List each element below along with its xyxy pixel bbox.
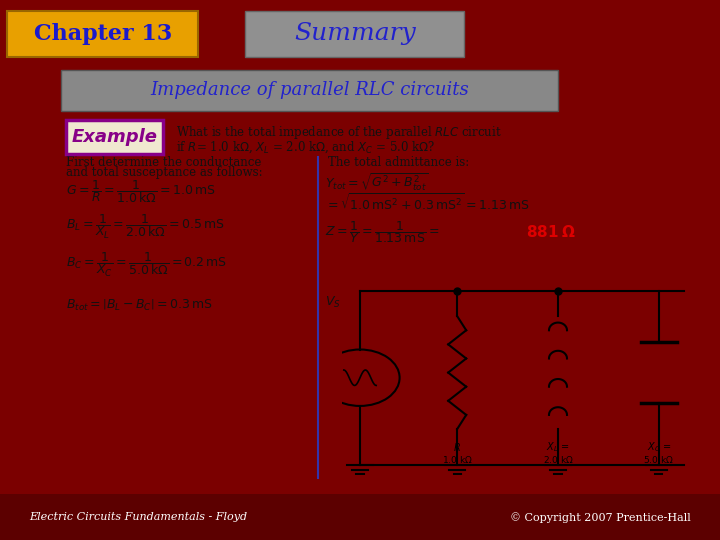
Text: $G = \dfrac{1}{R} = \dfrac{1}{1.0\,\mathrm{k}\Omega} = 1.0\,\mathrm{mS}$: $G = \dfrac{1}{R} = \dfrac{1}{1.0\,\math…	[66, 178, 216, 205]
Text: First determine the conductance: First determine the conductance	[66, 156, 261, 168]
Text: $B_L = \dfrac{1}{X_L} = \dfrac{1}{2.0\,\mathrm{k}\Omega} = 0.5\,\mathrm{mS}$: $B_L = \dfrac{1}{X_L} = \dfrac{1}{2.0\,\…	[66, 213, 225, 241]
Text: Summary: Summary	[294, 22, 416, 45]
Text: Electric Circuits Fundamentals - Floyd: Electric Circuits Fundamentals - Floyd	[29, 512, 247, 522]
Text: 5.0 k$\Omega$: 5.0 k$\Omega$	[644, 454, 674, 465]
Text: Impedance of parallel RLC circuits: Impedance of parallel RLC circuits	[150, 81, 469, 99]
Text: Example: Example	[71, 127, 158, 146]
Text: $X_C$ =: $X_C$ =	[647, 440, 671, 454]
Text: The total admittance is:: The total admittance is:	[328, 156, 469, 168]
Text: $B_{tot} = \left|B_L - B_C\right| = 0.3\,\mathrm{mS}$: $B_{tot} = \left|B_L - B_C\right| = 0.3\…	[66, 298, 212, 313]
Text: if $\mathit{R}$= 1.0 k$\Omega$, $\mathit{X}_L$ = 2.0 k$\Omega$, and $\mathit{X}_: if $\mathit{R}$= 1.0 k$\Omega$, $\mathit…	[176, 139, 436, 154]
Text: Chapter 13: Chapter 13	[34, 23, 172, 45]
Text: $Y_{tot} = \sqrt{G^2 + B_{tot}^2}$: $Y_{tot} = \sqrt{G^2 + B_{tot}^2}$	[325, 172, 429, 193]
Text: $V_S$: $V_S$	[325, 295, 341, 310]
Text: © Copyright 2007 Prentice-Hall: © Copyright 2007 Prentice-Hall	[510, 512, 691, 523]
Text: $Z = \dfrac{1}{Y} = \dfrac{1}{1.13\,\mathrm{mS}} =$: $Z = \dfrac{1}{Y} = \dfrac{1}{1.13\,\mat…	[325, 219, 440, 245]
Text: $= \sqrt{1.0\,\mathrm{mS}^2 + 0.3\,\mathrm{mS}^2} = 1.13\,\mathrm{mS}$: $= \sqrt{1.0\,\mathrm{mS}^2 + 0.3\,\math…	[325, 193, 530, 214]
Text: 1.0 k$\Omega$: 1.0 k$\Omega$	[442, 454, 472, 465]
Text: 2.0 k$\Omega$: 2.0 k$\Omega$	[543, 454, 573, 465]
Text: $R$: $R$	[454, 441, 461, 453]
Text: $\mathbf{881\;\Omega}$: $\mathbf{881\;\Omega}$	[526, 224, 576, 240]
Text: and total susceptance as follows:: and total susceptance as follows:	[66, 166, 263, 179]
Text: $B_C = \dfrac{1}{X_C} = \dfrac{1}{5.0\,\mathrm{k}\Omega} = 0.2\,\mathrm{mS}$: $B_C = \dfrac{1}{X_C} = \dfrac{1}{5.0\,\…	[66, 251, 227, 279]
Text: What is the total impedance of the parallel $\mathit{RLC}$ circuit: What is the total impedance of the paral…	[176, 124, 502, 141]
Text: $X_L$ =: $X_L$ =	[546, 440, 570, 454]
